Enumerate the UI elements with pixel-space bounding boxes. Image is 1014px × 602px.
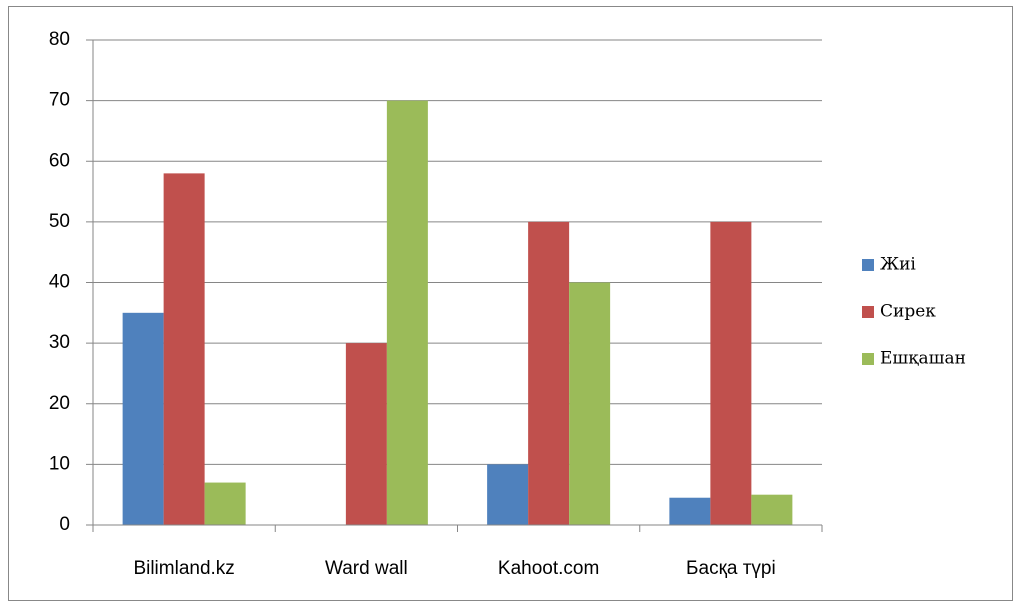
bar	[569, 282, 611, 525]
y-tick-label: 80	[49, 29, 70, 50]
legend-label: Жиі	[880, 255, 916, 275]
x-tick-label: Bilimland.kz	[133, 558, 234, 579]
bar	[163, 173, 205, 525]
y-tick-label: 70	[49, 90, 70, 111]
y-tick-label: 60	[49, 150, 70, 171]
bar	[204, 482, 246, 525]
bar	[669, 497, 711, 525]
legend-swatch	[862, 353, 874, 365]
y-tick-label: 10	[49, 453, 70, 474]
legend-label: Ешқашан	[880, 349, 966, 369]
legend-swatch	[862, 259, 874, 271]
y-tick-label: 0	[59, 514, 70, 535]
bar	[751, 494, 793, 525]
y-tick-label: 20	[49, 393, 70, 414]
bar	[487, 464, 529, 525]
y-tick-label: 30	[49, 332, 70, 353]
bar	[528, 221, 570, 525]
bar	[122, 312, 164, 525]
bar	[710, 221, 752, 525]
y-tick-label: 50	[49, 211, 70, 232]
x-tick-label: Ward wall	[325, 558, 408, 579]
x-tick-label: Kahoot.com	[498, 558, 599, 579]
legend-label: Сирек	[880, 302, 936, 322]
bar	[386, 100, 428, 525]
bar	[345, 343, 387, 525]
x-tick-label: Басқа түрі	[686, 558, 776, 579]
legend-swatch	[862, 306, 874, 318]
y-tick-label: 40	[49, 272, 70, 293]
